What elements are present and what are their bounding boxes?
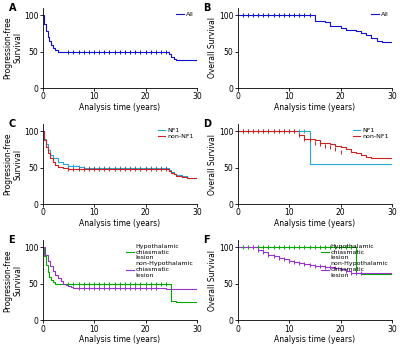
X-axis label: Analysis time (years): Analysis time (years) — [274, 335, 355, 344]
X-axis label: Analysis time (years): Analysis time (years) — [79, 219, 160, 228]
Legend: Hypothalamic
chiasmatic
lesion, non-Hypothalamic
chiasmatic
lesion: Hypothalamic chiasmatic lesion, non-Hypo… — [126, 243, 194, 279]
Text: C: C — [8, 119, 16, 129]
Legend: All: All — [370, 11, 389, 17]
Text: F: F — [204, 235, 210, 245]
Legend: NF1, non-NF1: NF1, non-NF1 — [352, 127, 389, 140]
X-axis label: Analysis time (years): Analysis time (years) — [79, 335, 160, 344]
X-axis label: Analysis time (years): Analysis time (years) — [274, 219, 355, 228]
Legend: NF1, non-NF1: NF1, non-NF1 — [157, 127, 194, 140]
X-axis label: Analysis time (years): Analysis time (years) — [274, 103, 355, 112]
Y-axis label: Overall Survival: Overall Survival — [208, 250, 218, 311]
Text: E: E — [8, 235, 15, 245]
Text: A: A — [8, 3, 16, 13]
Y-axis label: Progression-free
Survival: Progression-free Survival — [3, 133, 22, 195]
Legend: Hypothalamic
chiasmatic
lesion, non-Hypothalamic
chiasmatic
lesion: Hypothalamic chiasmatic lesion, non-Hypo… — [320, 243, 389, 279]
Y-axis label: Overall Survival: Overall Survival — [208, 17, 218, 78]
Text: D: D — [204, 119, 212, 129]
Text: B: B — [204, 3, 211, 13]
Y-axis label: Overall Survival: Overall Survival — [208, 134, 218, 195]
Legend: All: All — [176, 11, 194, 17]
X-axis label: Analysis time (years): Analysis time (years) — [79, 103, 160, 112]
Y-axis label: Progression-free
Survival: Progression-free Survival — [3, 249, 22, 312]
Y-axis label: Progression-free
Survival: Progression-free Survival — [3, 17, 22, 79]
